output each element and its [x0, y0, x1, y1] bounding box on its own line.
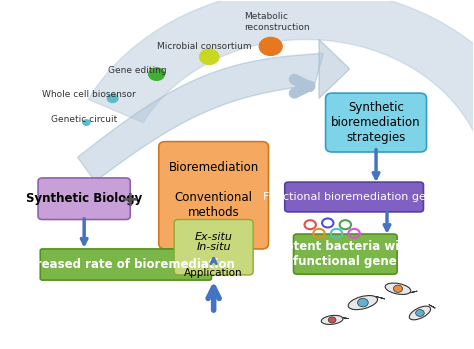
FancyBboxPatch shape	[38, 178, 130, 220]
Text: Microbial consortium: Microbial consortium	[156, 42, 251, 51]
Text: +: +	[121, 191, 139, 210]
PathPatch shape	[88, 0, 474, 154]
Text: Potent bacteria with
functional gene: Potent bacteria with functional gene	[277, 240, 413, 268]
Circle shape	[108, 94, 118, 103]
Text: Functional bioremediation genes: Functional bioremediation genes	[263, 192, 446, 202]
Text: Synthetic Biology: Synthetic Biology	[26, 192, 142, 205]
FancyBboxPatch shape	[159, 142, 268, 249]
Ellipse shape	[321, 315, 343, 325]
Circle shape	[416, 310, 424, 317]
Ellipse shape	[348, 296, 378, 310]
FancyBboxPatch shape	[40, 249, 211, 280]
Text: Increased rate of bioremediation: Increased rate of bioremediation	[17, 258, 235, 271]
Polygon shape	[319, 39, 350, 98]
Circle shape	[259, 37, 282, 55]
FancyBboxPatch shape	[326, 93, 427, 152]
FancyBboxPatch shape	[293, 234, 397, 274]
Circle shape	[200, 49, 219, 65]
Polygon shape	[78, 53, 323, 181]
Text: Metabolic
reconstruction: Metabolic reconstruction	[245, 13, 310, 32]
Text: In-situ: In-situ	[196, 242, 231, 252]
Circle shape	[83, 120, 90, 125]
Ellipse shape	[385, 283, 411, 295]
Text: Bioremediation

Conventional
methods: Bioremediation Conventional methods	[169, 161, 259, 219]
Circle shape	[357, 298, 368, 307]
Circle shape	[149, 68, 164, 80]
Text: Synthetic
bioremediation
strategies: Synthetic bioremediation strategies	[331, 101, 421, 144]
FancyBboxPatch shape	[285, 182, 423, 212]
Text: Application: Application	[184, 268, 243, 278]
Circle shape	[393, 285, 402, 292]
Ellipse shape	[409, 306, 430, 320]
FancyBboxPatch shape	[174, 220, 253, 275]
Text: Genetic circuit: Genetic circuit	[51, 114, 118, 124]
Circle shape	[328, 317, 336, 323]
Text: Ex-situ: Ex-situ	[195, 232, 233, 242]
Text: Gene editing: Gene editing	[108, 66, 167, 75]
Text: Whole cell biosensor: Whole cell biosensor	[43, 90, 136, 99]
